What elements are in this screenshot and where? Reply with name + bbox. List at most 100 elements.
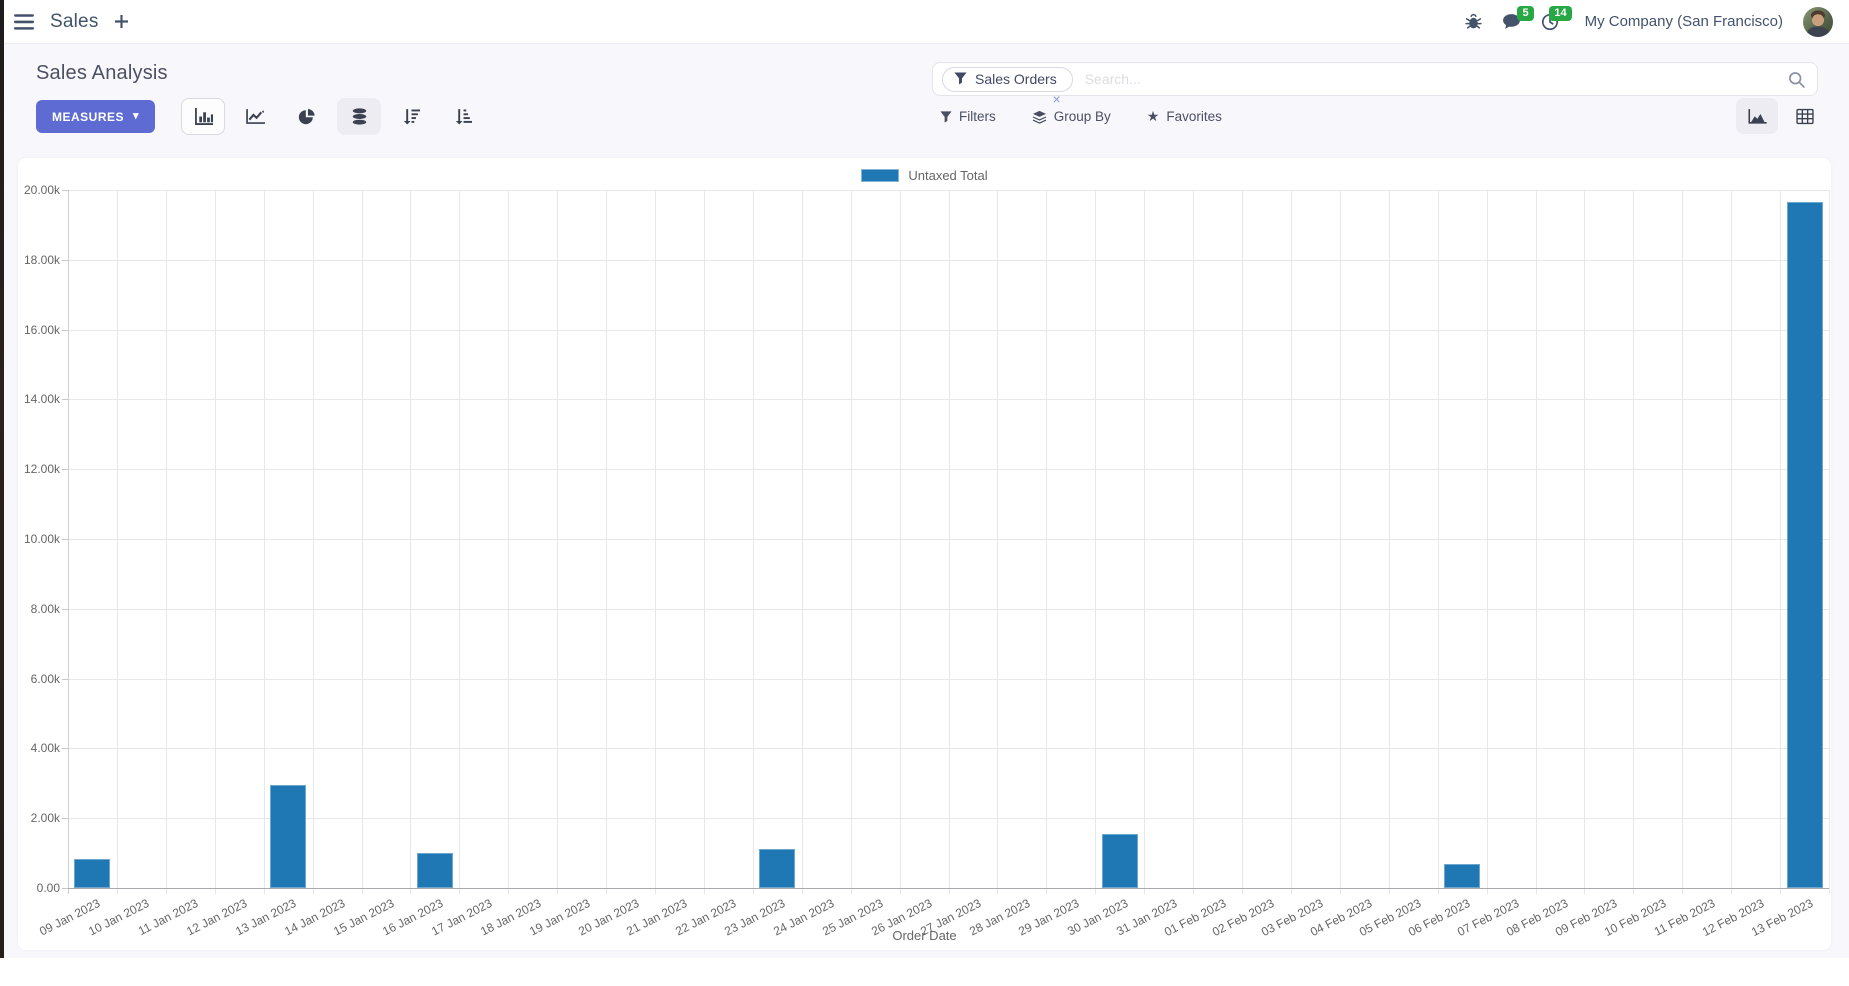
y-axis-label: 8.00k <box>30 601 60 616</box>
search-icon[interactable] <box>1788 71 1805 88</box>
x-gridline <box>1535 190 1537 894</box>
stacked-toggle-button[interactable] <box>337 98 382 135</box>
filter-funnel-icon <box>954 72 967 85</box>
search-input[interactable] <box>1072 71 1788 87</box>
y-tick-mark <box>62 748 68 750</box>
y-tick-mark <box>62 678 68 680</box>
y-axis-label: 18.00k <box>23 252 60 267</box>
x-gridline <box>1731 190 1733 894</box>
y-gridline <box>68 888 1829 889</box>
x-gridline <box>1829 190 1830 894</box>
graph-view-button[interactable] <box>1736 98 1778 134</box>
bar[interactable] <box>1444 863 1481 888</box>
x-gridline <box>1682 190 1684 894</box>
bar[interactable] <box>1786 201 1823 888</box>
y-axis-label: 4.00k <box>30 741 60 756</box>
plus-icon[interactable] <box>114 15 128 28</box>
x-gridline <box>165 190 167 894</box>
y-axis-label: 10.00k <box>23 532 60 546</box>
database-stack-icon <box>351 108 368 125</box>
x-gridline <box>1486 190 1488 894</box>
y-axis-label: 12.00k <box>23 462 60 477</box>
y-axis-label: 14.00k <box>23 392 60 407</box>
x-gridline <box>997 190 999 894</box>
x-gridline <box>312 190 314 894</box>
page-title: Sales Analysis <box>36 62 168 84</box>
star-icon: ★ <box>1146 108 1160 124</box>
x-gridline <box>1584 190 1586 894</box>
favorites-label: Favorites <box>1166 109 1222 124</box>
filters-button[interactable]: Filters <box>940 109 996 124</box>
messages-count-badge: 5 <box>1517 6 1534 21</box>
facet-label: Sales Orders <box>975 70 1057 87</box>
y-tick-mark <box>62 818 68 820</box>
line-chart-button[interactable] <box>233 98 277 135</box>
x-gridline <box>557 190 559 894</box>
bar-chart-button[interactable] <box>181 98 226 135</box>
x-gridline <box>1290 190 1292 894</box>
x-gridline <box>508 190 510 894</box>
y-axis-label: 2.00k <box>30 811 60 826</box>
view-switcher <box>1736 98 1826 134</box>
y-tick-mark <box>62 329 68 331</box>
bar[interactable] <box>74 858 111 888</box>
caret-down-icon: ▾ <box>133 110 140 122</box>
x-gridline <box>899 190 901 894</box>
bar[interactable] <box>270 785 307 888</box>
pivot-view-button[interactable] <box>1784 98 1826 134</box>
app-name[interactable]: Sales <box>50 10 99 32</box>
y-axis-label: 0.00 <box>36 881 60 895</box>
company-name[interactable]: My Company (San Francisco) <box>1584 13 1783 30</box>
y-tick-mark <box>62 190 68 191</box>
x-gridline <box>116 190 118 894</box>
main-content: Sales Analysis MEASURES ▾ <box>0 44 1849 958</box>
x-gridline <box>361 190 363 894</box>
x-gridline <box>1144 190 1146 894</box>
pivot-grid-icon <box>1796 108 1814 125</box>
x-gridline <box>1780 190 1782 894</box>
sort-amount-asc-icon <box>454 108 473 125</box>
search-facet-sales-orders[interactable]: Sales Orders × <box>942 66 1073 106</box>
x-gridline <box>214 190 216 894</box>
y-tick-mark <box>62 469 68 471</box>
favorites-button[interactable]: ★ Favorites <box>1147 108 1222 125</box>
group-by-label: Group By <box>1053 109 1111 124</box>
search-bar[interactable]: Sales Orders × <box>932 62 1818 106</box>
measures-label: MEASURES <box>52 109 125 124</box>
x-axis-title: Order Date <box>892 928 957 943</box>
filters-funnel-icon <box>940 110 952 123</box>
user-avatar[interactable] <box>1803 6 1833 37</box>
x-gridline <box>801 190 803 894</box>
y-tick-mark <box>62 259 68 261</box>
filters-label: Filters <box>959 109 996 124</box>
screen-edge <box>0 0 4 958</box>
x-gridline <box>1388 190 1390 894</box>
search-options-row: Filters Group By ★ Favorites <box>940 98 1222 135</box>
pie-chart-button[interactable] <box>285 98 329 135</box>
x-gridline <box>850 190 852 894</box>
area-chart-icon <box>1747 108 1767 125</box>
bar[interactable] <box>1101 833 1138 888</box>
facet-remove-icon[interactable]: × <box>1052 90 1061 107</box>
bar-chart-icon <box>194 108 213 125</box>
bar[interactable] <box>416 853 453 888</box>
x-gridline <box>263 190 265 894</box>
debug-bug-icon[interactable] <box>1464 13 1482 30</box>
measures-button[interactable]: MEASURES ▾ <box>36 100 156 133</box>
top-navbar: Sales 5 14 <box>0 0 1849 44</box>
group-by-button[interactable]: Group By <box>1032 109 1111 124</box>
sort-ascending-button[interactable] <box>441 98 485 135</box>
bar-chart-plot: 0.00 2.00k 4.00k 6.00k 8.00k 10.00k 12.00k 14.0… <box>24 183 1830 939</box>
sort-descending-button[interactable] <box>389 98 433 135</box>
chart-legend[interactable]: Untaxed Total <box>18 168 1831 183</box>
x-gridline <box>1046 190 1048 894</box>
x-gridline <box>1193 190 1195 894</box>
menu-icon[interactable] <box>14 13 34 30</box>
graph-toolbar: MEASURES ▾ <box>36 98 485 135</box>
messages-icon[interactable] <box>1502 13 1521 30</box>
x-gridline <box>459 190 461 894</box>
pie-chart-icon <box>298 108 316 125</box>
y-tick-mark <box>62 888 68 889</box>
bar[interactable] <box>759 848 796 888</box>
x-gridline <box>1437 190 1439 894</box>
